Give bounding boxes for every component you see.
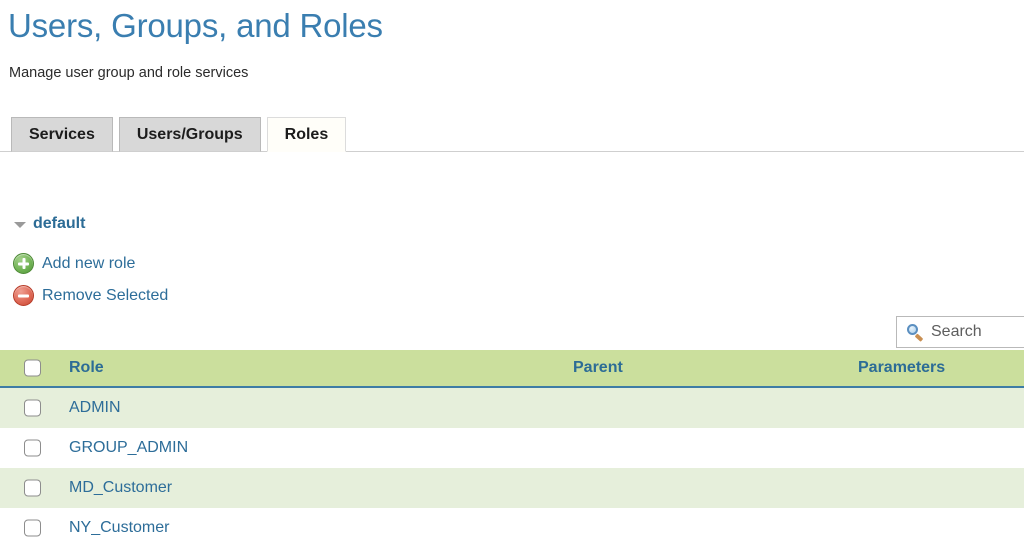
row-role-cell: NY_Customer — [69, 519, 169, 537]
row-checkbox[interactable] — [24, 479, 41, 497]
group-toggle-default[interactable]: default — [14, 215, 85, 233]
row-checkbox-cell[interactable] — [24, 399, 41, 417]
table-row: ADMIN — [0, 388, 1024, 428]
remove-selected-label: Remove Selected — [42, 286, 169, 304]
add-new-role-button[interactable]: Add new role — [13, 253, 135, 274]
row-checkbox-cell[interactable] — [24, 439, 41, 457]
minus-circle-icon — [13, 285, 34, 306]
tab-services-label: Services — [29, 125, 95, 143]
row-checkbox-cell[interactable] — [24, 519, 41, 537]
caret-down-icon — [14, 222, 26, 228]
page-subtitle: Manage user group and role services — [9, 65, 249, 81]
role-link[interactable]: MD_Customer — [69, 479, 173, 496]
plus-circle-icon — [13, 253, 34, 274]
search-placeholder: Search — [931, 323, 982, 340]
row-checkbox[interactable] — [24, 439, 41, 457]
tab-list: Services Users/Groups Roles — [11, 117, 347, 152]
magnifier-icon — [907, 323, 924, 342]
select-all-checkbox-cell[interactable] — [24, 359, 41, 377]
row-role-cell: ADMIN — [69, 399, 121, 417]
tab-bar-divider — [0, 151, 1024, 152]
role-link[interactable]: ADMIN — [69, 399, 121, 416]
column-header-parameters[interactable]: Parameters — [858, 359, 946, 376]
tab-bar: Services Users/Groups Roles — [0, 116, 1024, 152]
remove-selected-button[interactable]: Remove Selected — [13, 285, 168, 306]
tab-roles-label: Roles — [284, 125, 329, 143]
search-input[interactable]: Search — [896, 316, 1024, 348]
row-checkbox[interactable] — [24, 519, 41, 537]
row-role-cell: MD_Customer — [69, 479, 172, 497]
tab-roles[interactable]: Roles — [266, 117, 347, 152]
row-checkbox[interactable] — [24, 399, 41, 417]
tab-users-groups[interactable]: Users/Groups — [118, 117, 261, 152]
table-row: NY_Customer — [0, 508, 1024, 548]
role-link[interactable]: GROUP_ADMIN — [69, 439, 189, 456]
tab-users-groups-label: Users/Groups — [136, 125, 243, 143]
tab-services[interactable]: Services — [11, 117, 113, 152]
column-header-role[interactable]: Role — [69, 359, 104, 376]
add-new-role-label: Add new role — [42, 254, 136, 272]
table-header-row: Role Parent Parameters — [0, 350, 1024, 388]
row-checkbox-cell[interactable] — [24, 479, 41, 497]
table-row: GROUP_ADMIN — [0, 428, 1024, 468]
table-row: MD_Customer — [0, 468, 1024, 508]
roles-table: Role Parent Parameters ADMIN GROUP_ADMIN — [0, 350, 1024, 548]
role-link[interactable]: NY_Customer — [69, 519, 170, 536]
page-title: Users, Groups, and Roles — [8, 7, 383, 44]
row-role-cell: GROUP_ADMIN — [69, 439, 188, 457]
column-header-parent[interactable]: Parent — [573, 359, 623, 376]
group-label: default — [33, 215, 86, 232]
select-all-checkbox[interactable] — [24, 359, 41, 377]
